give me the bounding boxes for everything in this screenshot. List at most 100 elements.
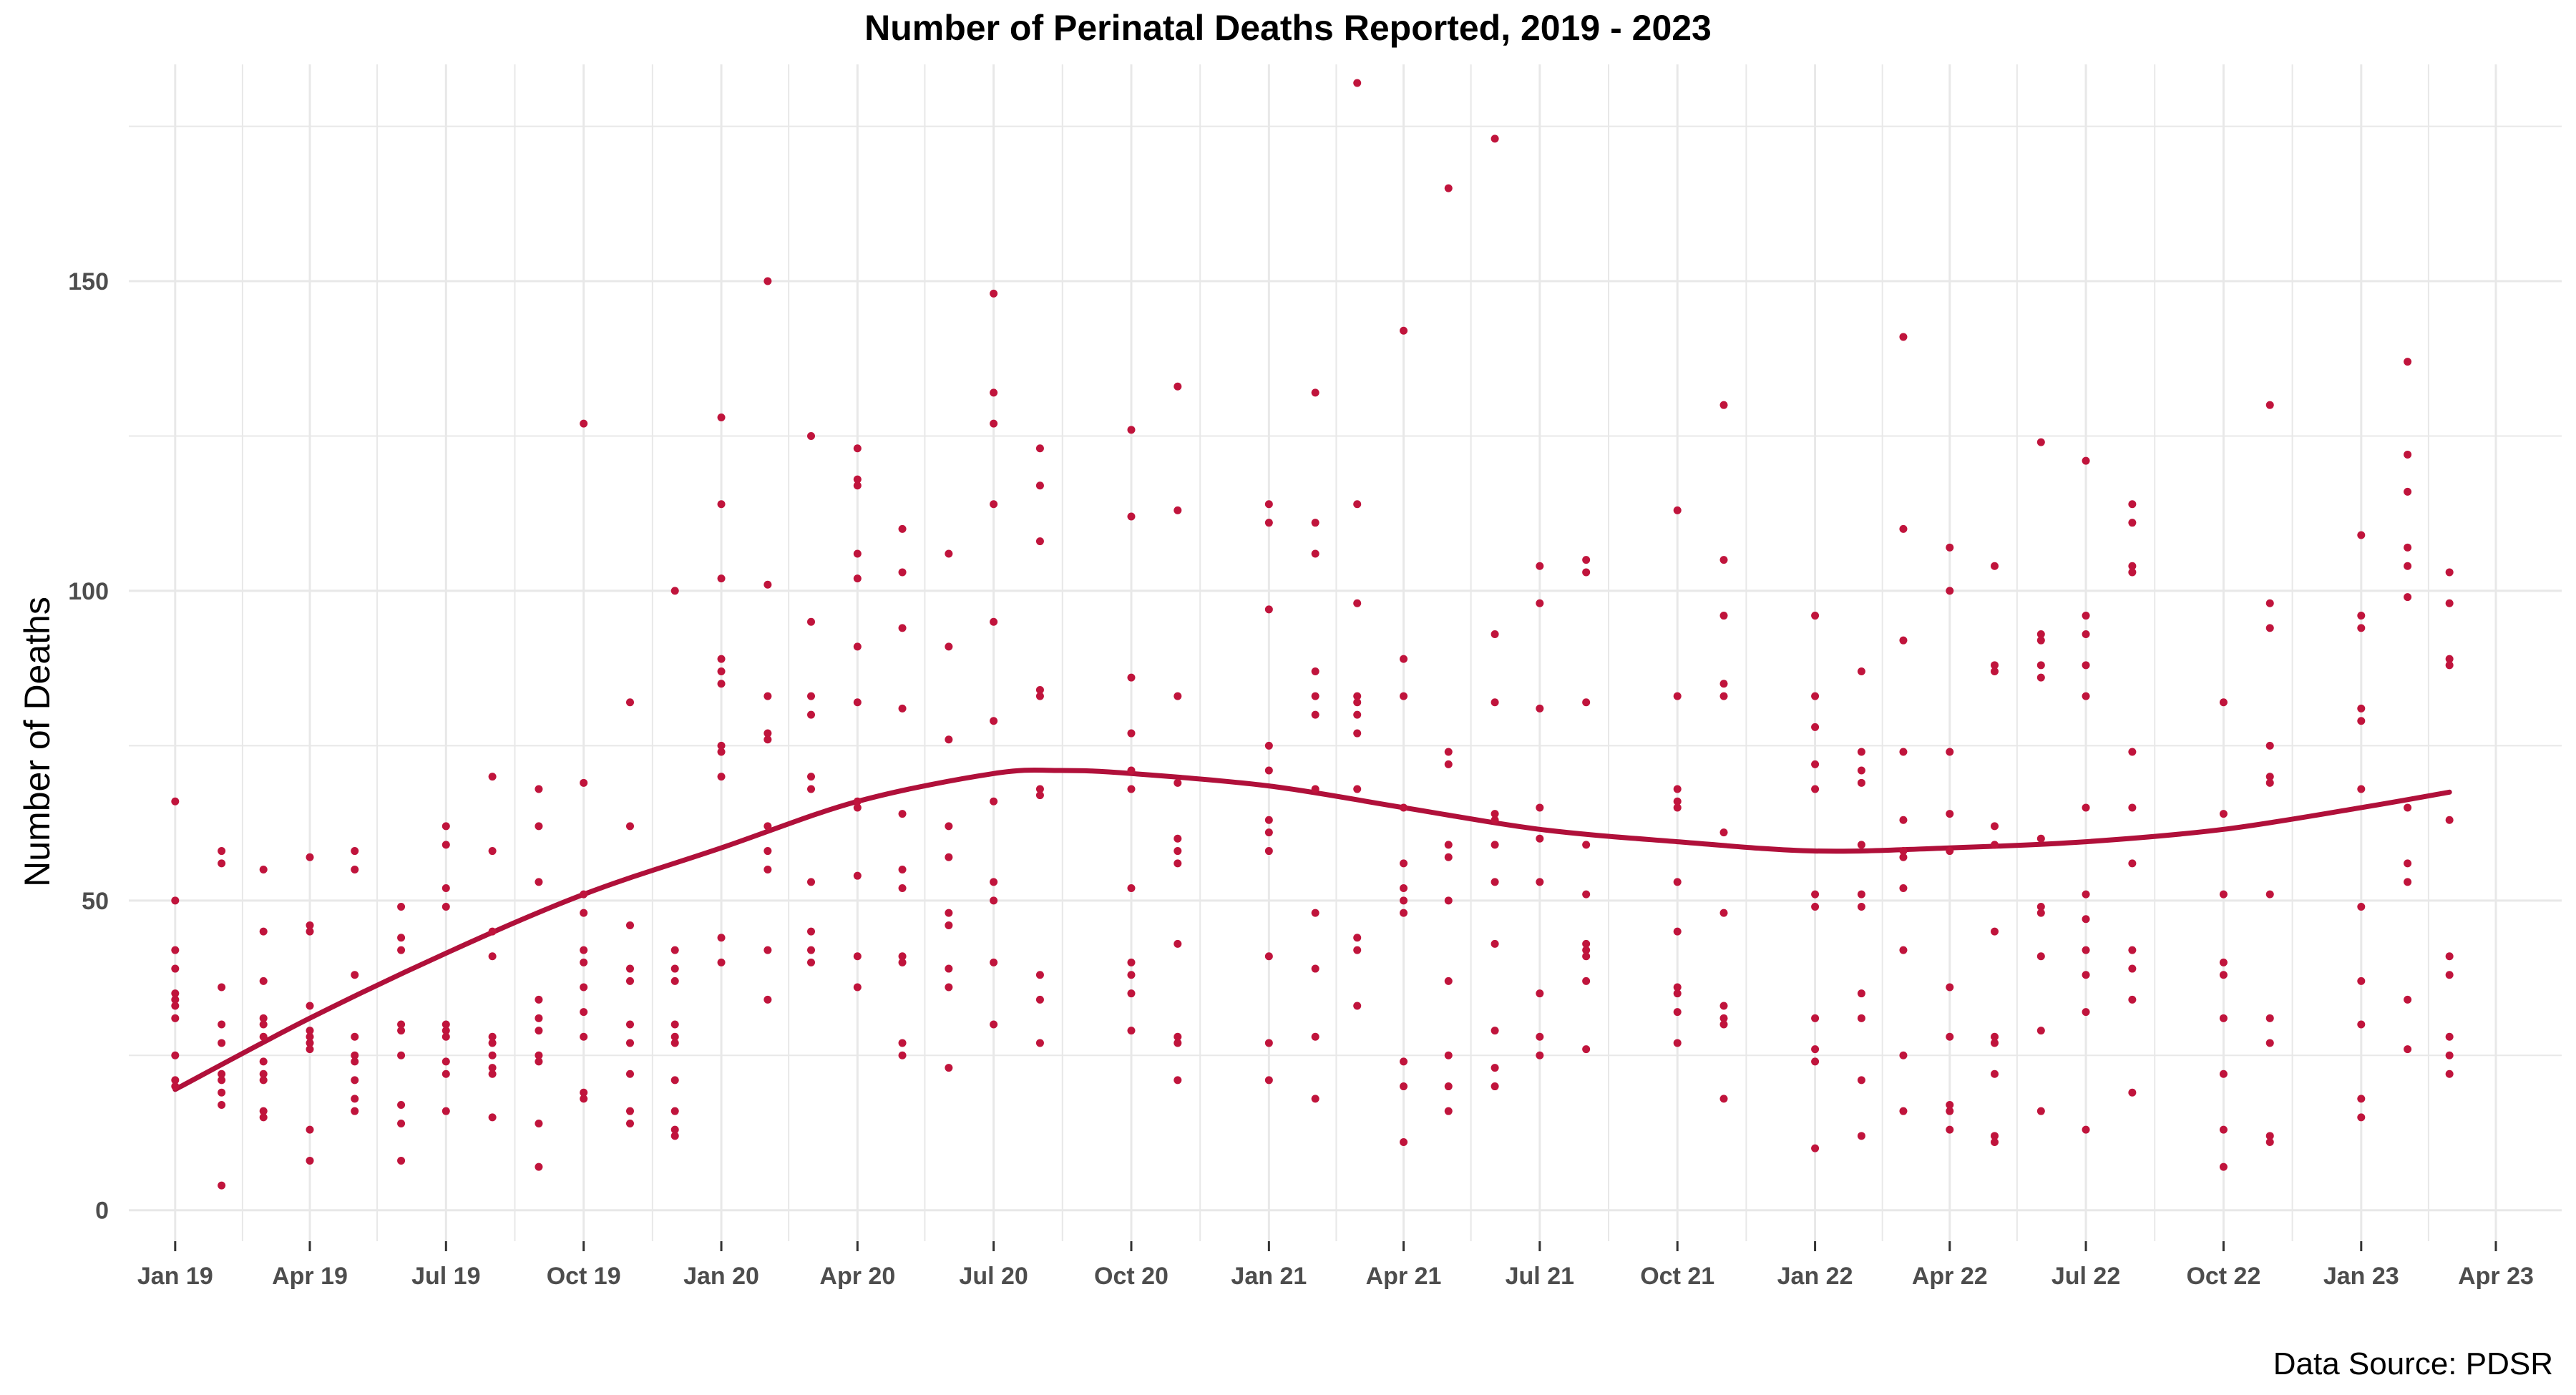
data-point <box>807 878 816 886</box>
data-point <box>580 1032 588 1041</box>
data-point <box>1991 841 1999 849</box>
data-point <box>1991 927 1999 936</box>
x-axis-ticks: Jan 19 Apr 19 Jul 19 Oct 19 Jan 20 Apr 20 Jul … <box>137 1241 2534 1290</box>
data-point <box>990 388 998 397</box>
data-point <box>2128 803 2137 812</box>
data-point <box>670 964 679 973</box>
data-point <box>171 1082 180 1091</box>
data-point <box>945 735 953 744</box>
data-point <box>853 698 862 707</box>
data-point <box>1444 184 1453 192</box>
data-point <box>670 1107 679 1115</box>
data-point <box>1673 692 1682 700</box>
data-point <box>171 964 180 973</box>
y-axis-ticks: 0 50 100 150 <box>68 268 109 1225</box>
data-point <box>218 983 226 992</box>
data-point <box>1035 537 1044 546</box>
data-point <box>2219 1162 2228 1171</box>
data-point <box>2082 612 2090 620</box>
data-point <box>2082 661 2090 670</box>
data-point <box>1811 723 1820 731</box>
data-point <box>1491 698 1499 707</box>
data-point <box>1946 1032 1954 1041</box>
x-tick-label: Jan 21 <box>1231 1263 1307 1290</box>
data-point <box>1444 1051 1453 1059</box>
data-point <box>2404 593 2412 602</box>
data-point <box>2219 1014 2228 1022</box>
data-point <box>1811 785 1820 793</box>
data-point <box>1353 79 1362 87</box>
data-point <box>2082 456 2090 465</box>
data-point <box>1991 667 1999 675</box>
data-point <box>441 902 450 911</box>
data-point <box>1857 1014 1865 1022</box>
data-point <box>2219 698 2228 707</box>
data-point <box>945 822 953 831</box>
data-point <box>898 624 907 632</box>
data-point <box>670 1032 679 1041</box>
data-point <box>1857 890 1865 899</box>
data-point <box>1857 841 1865 849</box>
data-point <box>2219 1125 2228 1134</box>
data-point <box>853 642 862 651</box>
data-point <box>807 773 816 781</box>
data-point <box>1536 1051 1544 1059</box>
data-point <box>853 871 862 880</box>
data-point <box>2265 890 2274 899</box>
data-point <box>1264 741 1273 750</box>
data-point <box>351 1032 359 1041</box>
data-point <box>853 803 862 812</box>
data-point <box>397 1020 406 1029</box>
data-point <box>1311 909 1319 917</box>
data-point <box>853 574 862 583</box>
data-point <box>2128 562 2137 570</box>
data-point <box>1127 512 1136 521</box>
data-point <box>441 1032 450 1041</box>
data-point <box>1719 1014 1728 1022</box>
data-point <box>580 1088 588 1097</box>
data-point <box>763 995 772 1004</box>
data-point <box>670 587 679 595</box>
data-points <box>171 79 2454 1190</box>
data-point <box>171 1002 180 1010</box>
data-point <box>1582 841 1591 849</box>
data-point <box>1400 326 1408 335</box>
data-point <box>441 1020 450 1029</box>
data-point <box>2128 859 2137 868</box>
data-point <box>670 1039 679 1047</box>
data-point <box>945 642 953 651</box>
data-point <box>441 1057 450 1066</box>
data-point <box>945 909 953 917</box>
data-point <box>1582 890 1591 899</box>
data-point <box>1400 1137 1408 1146</box>
data-point <box>218 847 226 856</box>
data-point <box>1353 698 1362 707</box>
data-point <box>2036 1107 2045 1115</box>
y-tick-label: 0 <box>95 1198 109 1225</box>
data-point <box>807 958 816 966</box>
data-point <box>1444 976 1453 985</box>
data-point <box>1311 667 1319 675</box>
data-point <box>1174 1039 1182 1047</box>
x-tick-label: Jan 19 <box>137 1263 213 1290</box>
data-point <box>807 692 816 700</box>
data-point <box>1899 847 1908 856</box>
data-point <box>807 710 816 719</box>
data-point <box>1582 568 1591 577</box>
data-point <box>1491 1082 1499 1091</box>
data-point <box>717 500 726 509</box>
x-tick-label: Jul 21 <box>1506 1263 1574 1290</box>
data-point <box>1899 946 1908 954</box>
y-tick-label: 100 <box>68 578 109 605</box>
data-point <box>535 1057 543 1066</box>
data-point <box>898 952 907 961</box>
data-point <box>1536 878 1544 886</box>
data-point <box>1491 1027 1499 1035</box>
data-point <box>807 785 816 793</box>
data-point <box>990 717 998 725</box>
data-point <box>2082 630 2090 639</box>
data-point <box>351 1057 359 1066</box>
data-point <box>2036 673 2045 682</box>
data-point <box>945 853 953 861</box>
data-point <box>171 946 180 954</box>
